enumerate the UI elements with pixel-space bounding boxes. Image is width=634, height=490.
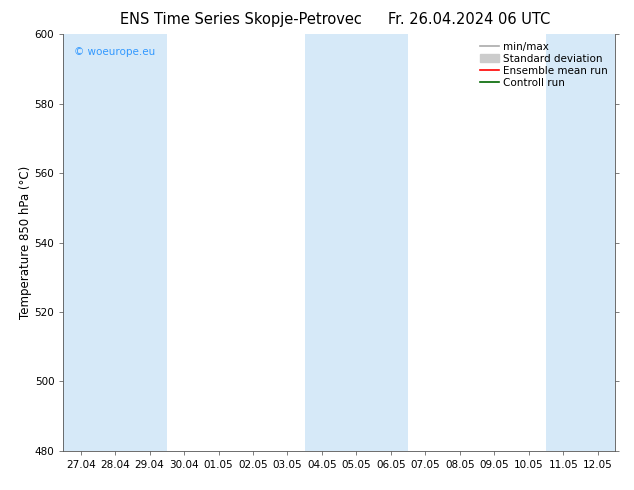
Text: © woeurope.eu: © woeurope.eu: [74, 47, 156, 57]
Y-axis label: Temperature 850 hPa (°C): Temperature 850 hPa (°C): [19, 166, 32, 319]
Legend: min/max, Standard deviation, Ensemble mean run, Controll run: min/max, Standard deviation, Ensemble me…: [478, 40, 610, 90]
Text: ENS Time Series Skopje-Petrovec: ENS Time Series Skopje-Petrovec: [120, 12, 362, 27]
Bar: [305, 34, 408, 451]
Text: Fr. 26.04.2024 06 UTC: Fr. 26.04.2024 06 UTC: [388, 12, 550, 27]
Bar: [546, 34, 615, 451]
Bar: [63, 34, 167, 451]
